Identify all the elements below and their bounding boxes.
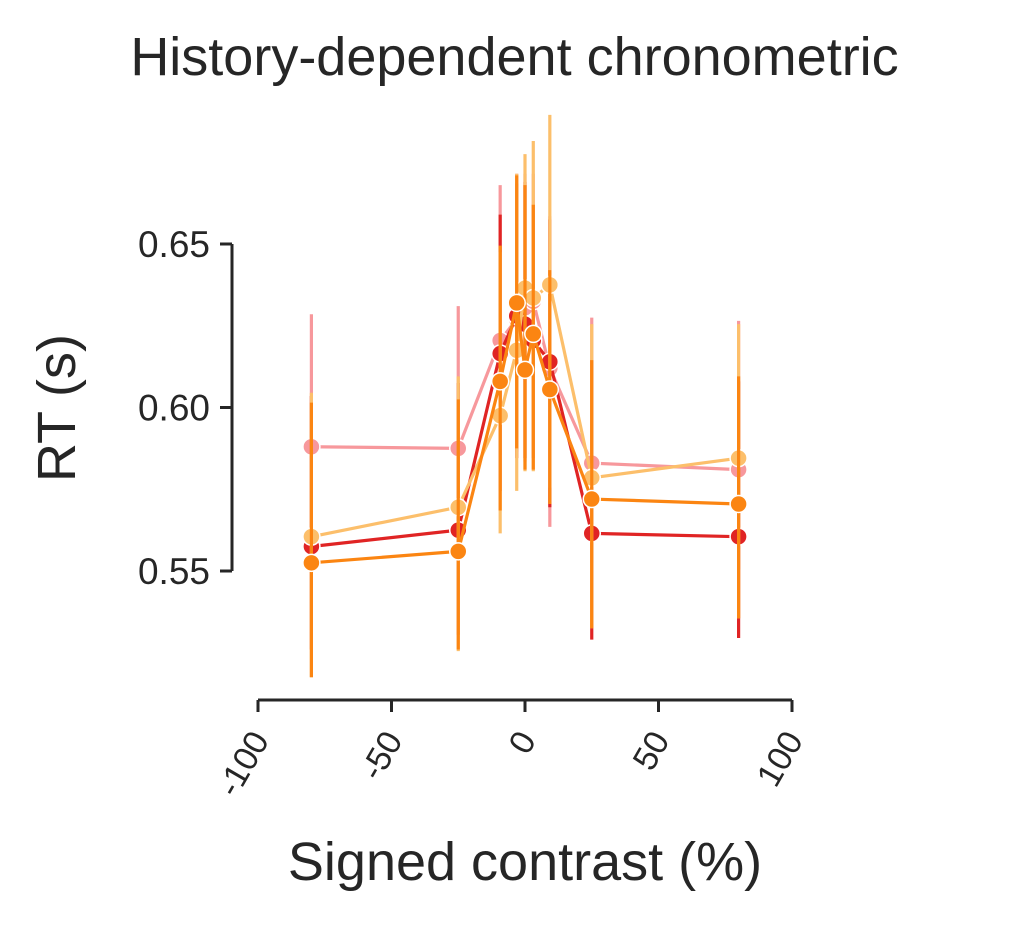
series-4 xyxy=(302,175,748,678)
chart-title: History-dependent chronometric xyxy=(130,27,899,87)
data-point xyxy=(449,542,468,561)
data-point xyxy=(515,360,535,380)
x-tick-label: 0 xyxy=(502,725,544,760)
x-tick-label: -100 xyxy=(210,725,277,803)
data-point xyxy=(507,293,526,313)
y-ticks: 0.55 0.60 0.65 xyxy=(138,224,232,592)
x-tick-label: 50 xyxy=(626,725,678,777)
data-point xyxy=(540,380,560,399)
series-layer xyxy=(302,114,748,678)
data-point xyxy=(302,553,321,573)
y-tick-label: 0.55 xyxy=(138,551,210,592)
x-tick-label: -50 xyxy=(353,725,410,787)
chart-axes: 0.55 0.60 0.65 -100 -50 0 50 100 xyxy=(138,224,811,803)
data-point xyxy=(729,494,748,514)
data-point xyxy=(490,372,510,391)
x-tick-label: 100 xyxy=(750,725,811,793)
data-point xyxy=(582,489,601,509)
data-point xyxy=(524,324,543,344)
x-axis-label: Signed contrast (%) xyxy=(288,832,762,892)
y-tick-label: 0.60 xyxy=(138,388,210,429)
x-ticks: -100 -50 0 50 100 xyxy=(210,700,811,803)
y-axis-label: RT (s) xyxy=(27,334,87,482)
y-tick-label: 0.65 xyxy=(138,224,210,265)
